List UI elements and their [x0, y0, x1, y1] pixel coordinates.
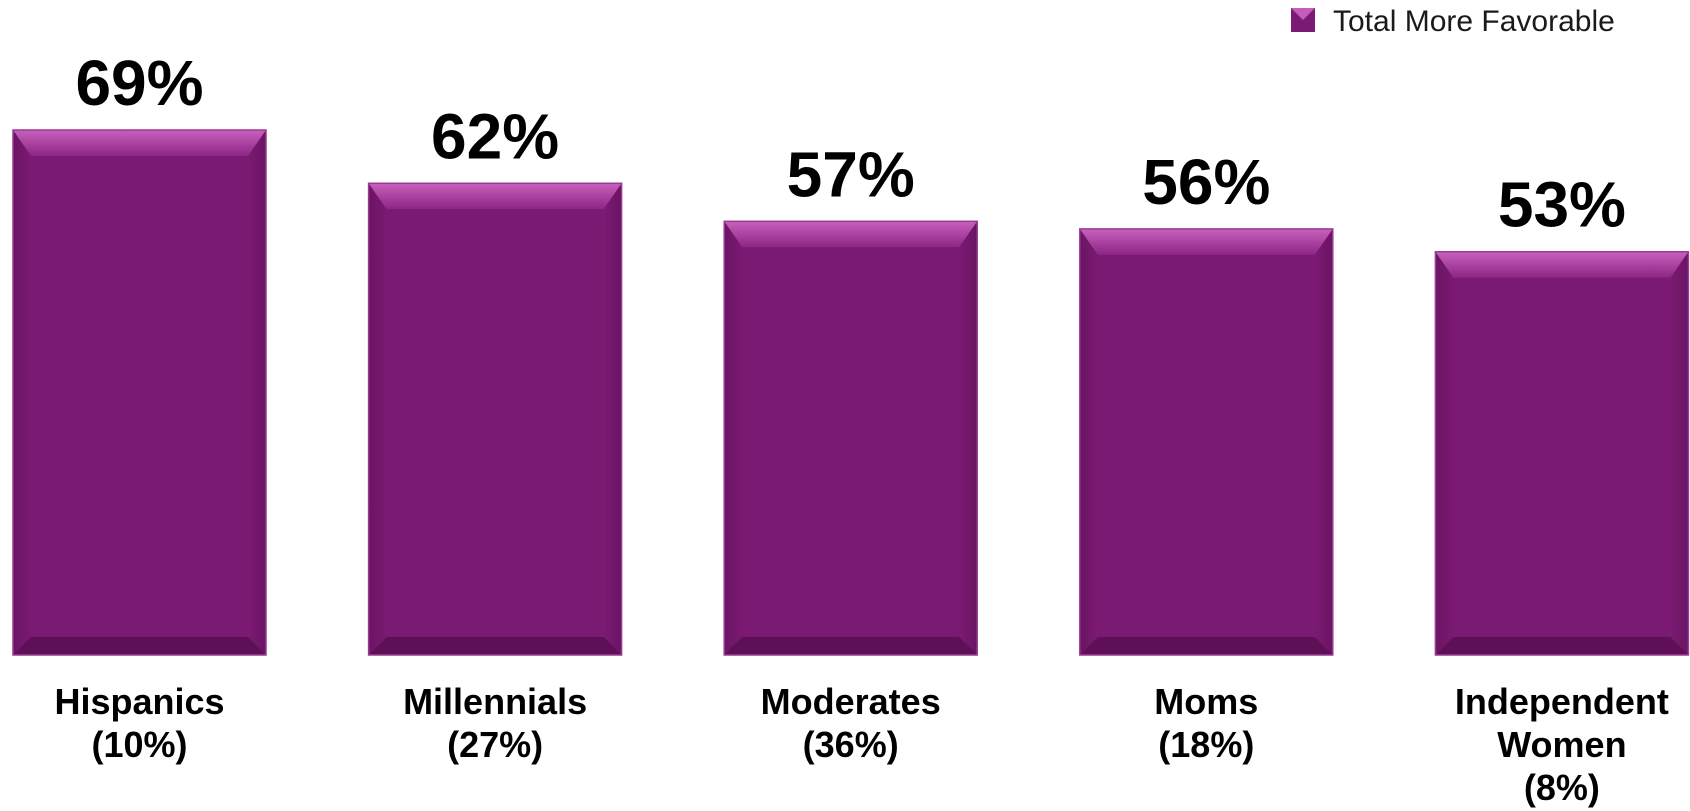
category-label: Millennials (27%) — [403, 681, 587, 765]
category-label: Moderates (36%) — [761, 681, 941, 765]
value-label: 53% — [1498, 169, 1626, 241]
bar — [1079, 228, 1334, 656]
value-label: 57% — [787, 138, 915, 210]
category-label-line: (36%) — [803, 724, 899, 765]
category-label-line: (8%) — [1524, 767, 1600, 808]
category-labels-layer: Hispanics (10%)Millennials (27%)Moderates(… — [54, 681, 1668, 808]
category-label-line: (10%) — [91, 724, 187, 765]
legend-swatch — [1291, 8, 1315, 32]
category-label-line: Moderates — [761, 681, 941, 722]
category-label-line: Hispanics — [54, 681, 224, 722]
value-labels-layer: 69% 62% 57% 56% 53% — [75, 47, 1625, 241]
value-label: 69% — [75, 47, 203, 119]
category-label-line: (27%) — [447, 724, 543, 765]
bar — [723, 220, 978, 656]
category-label-line: Moms — [1154, 681, 1258, 722]
bar — [1434, 250, 1690, 656]
category-label-line: Millennials — [403, 681, 587, 722]
legend-label: Total More Favorable — [1333, 5, 1615, 38]
value-label: 56% — [1142, 146, 1270, 218]
bar — [367, 182, 623, 656]
value-label: 62% — [431, 100, 559, 172]
category-label-line: Women — [1497, 724, 1626, 765]
legend: Total More Favorable — [1291, 5, 1615, 38]
bars-layer — [12, 129, 1690, 656]
bar — [12, 129, 267, 656]
category-label: Moms (18%) — [1154, 681, 1258, 765]
category-label: Independent Women (8%) — [1455, 681, 1669, 808]
category-label-line: Independent — [1455, 681, 1669, 722]
category-label-line: (18%) — [1158, 724, 1254, 765]
category-label: Hispanics (10%) — [54, 681, 224, 765]
